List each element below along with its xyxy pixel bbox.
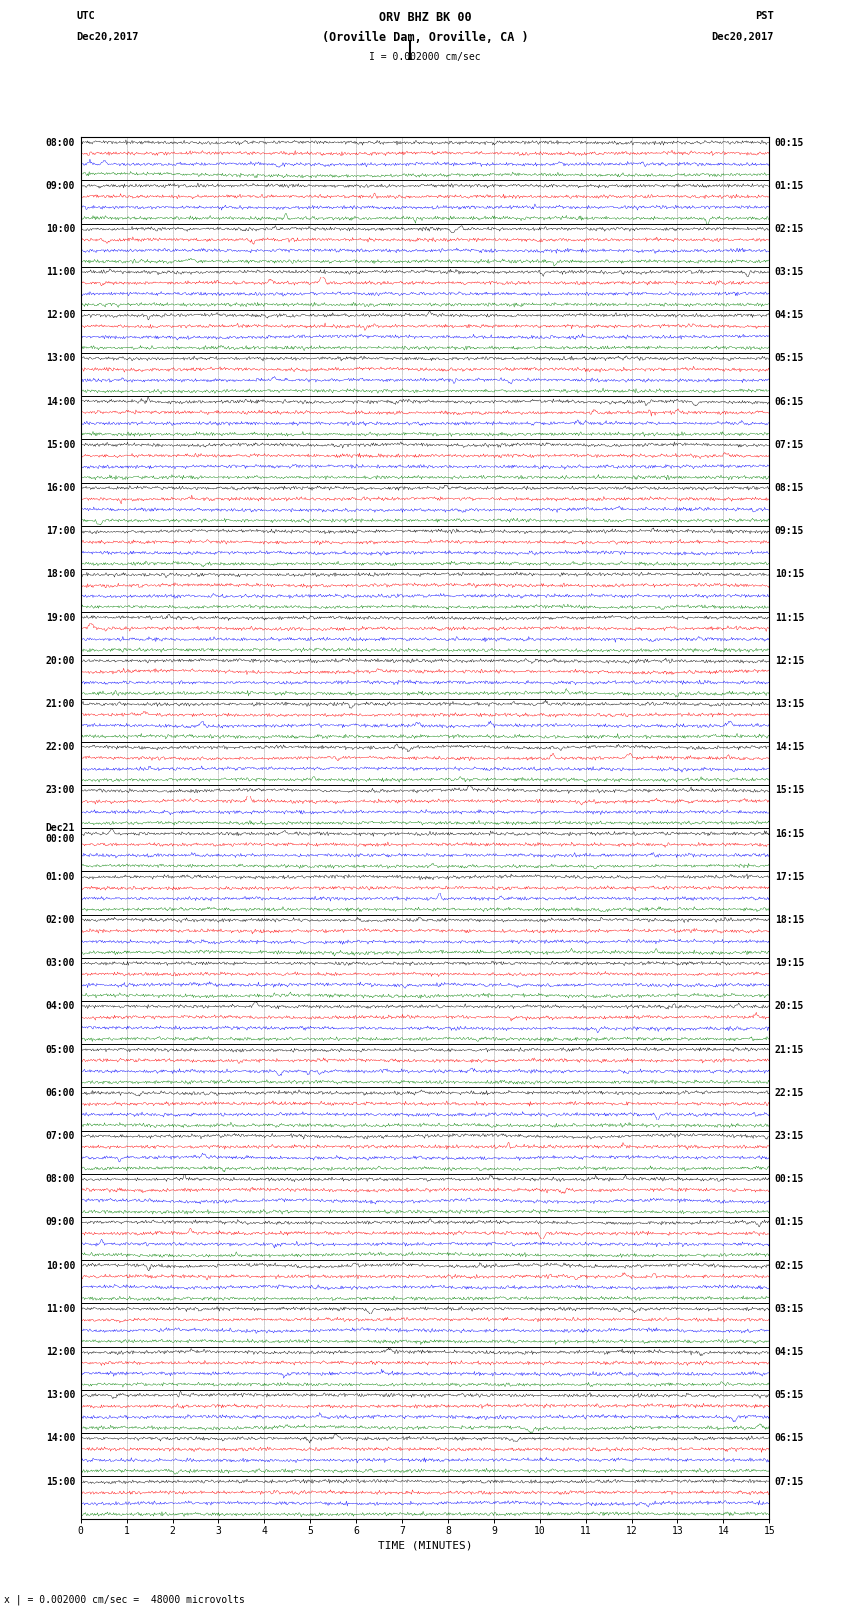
Text: 04:15: 04:15 bbox=[775, 310, 804, 321]
Y-axis label: 15:00: 15:00 bbox=[46, 440, 75, 450]
Text: 13:15: 13:15 bbox=[775, 698, 804, 710]
Text: Dec20,2017: Dec20,2017 bbox=[76, 32, 139, 42]
Text: 01:15: 01:15 bbox=[775, 1218, 804, 1227]
Text: (Oroville Dam, Oroville, CA ): (Oroville Dam, Oroville, CA ) bbox=[321, 31, 529, 44]
Text: I = 0.002000 cm/sec: I = 0.002000 cm/sec bbox=[369, 52, 481, 61]
Y-axis label: 15:00: 15:00 bbox=[46, 1476, 75, 1487]
Y-axis label: 19:00: 19:00 bbox=[46, 613, 75, 623]
Text: 16:15: 16:15 bbox=[775, 829, 804, 839]
Y-axis label: 04:00: 04:00 bbox=[46, 1002, 75, 1011]
Y-axis label: 18:00: 18:00 bbox=[46, 569, 75, 579]
Text: 04:15: 04:15 bbox=[775, 1347, 804, 1357]
Text: 03:15: 03:15 bbox=[775, 1303, 804, 1315]
Text: 11:15: 11:15 bbox=[775, 613, 804, 623]
Y-axis label: 08:00: 08:00 bbox=[46, 137, 75, 147]
Y-axis label: 09:00: 09:00 bbox=[46, 181, 75, 190]
Text: 05:15: 05:15 bbox=[775, 353, 804, 363]
Y-axis label: 08:00: 08:00 bbox=[46, 1174, 75, 1184]
Y-axis label: 09:00: 09:00 bbox=[46, 1218, 75, 1227]
Y-axis label: 10:00: 10:00 bbox=[46, 224, 75, 234]
Y-axis label: 17:00: 17:00 bbox=[46, 526, 75, 536]
Y-axis label: 22:00: 22:00 bbox=[46, 742, 75, 752]
Text: 06:15: 06:15 bbox=[775, 1434, 804, 1444]
Text: UTC: UTC bbox=[76, 11, 95, 21]
Text: x | = 0.002000 cm/sec =  48000 microvolts: x | = 0.002000 cm/sec = 48000 microvolts bbox=[4, 1594, 245, 1605]
Text: 05:15: 05:15 bbox=[775, 1390, 804, 1400]
Text: 18:15: 18:15 bbox=[775, 915, 804, 926]
Y-axis label: 13:00: 13:00 bbox=[46, 353, 75, 363]
Text: 20:15: 20:15 bbox=[775, 1002, 804, 1011]
Text: 22:15: 22:15 bbox=[775, 1087, 804, 1098]
Text: 03:15: 03:15 bbox=[775, 268, 804, 277]
Y-axis label: 06:00: 06:00 bbox=[46, 1087, 75, 1098]
Y-axis label: 20:00: 20:00 bbox=[46, 656, 75, 666]
Y-axis label: 05:00: 05:00 bbox=[46, 1045, 75, 1055]
Y-axis label: 10:00: 10:00 bbox=[46, 1261, 75, 1271]
Y-axis label: 23:00: 23:00 bbox=[46, 786, 75, 795]
Text: 02:15: 02:15 bbox=[775, 224, 804, 234]
Y-axis label: 02:00: 02:00 bbox=[46, 915, 75, 926]
Y-axis label: 13:00: 13:00 bbox=[46, 1390, 75, 1400]
Y-axis label: 03:00: 03:00 bbox=[46, 958, 75, 968]
Y-axis label: 14:00: 14:00 bbox=[46, 1434, 75, 1444]
Y-axis label: 01:00: 01:00 bbox=[46, 873, 75, 882]
Y-axis label: 14:00: 14:00 bbox=[46, 397, 75, 406]
Text: 07:15: 07:15 bbox=[775, 1476, 804, 1487]
Y-axis label: 16:00: 16:00 bbox=[46, 482, 75, 494]
X-axis label: TIME (MINUTES): TIME (MINUTES) bbox=[377, 1540, 473, 1550]
Text: 14:15: 14:15 bbox=[775, 742, 804, 752]
Text: 17:15: 17:15 bbox=[775, 873, 804, 882]
Text: 15:15: 15:15 bbox=[775, 786, 804, 795]
Y-axis label: 11:00: 11:00 bbox=[46, 268, 75, 277]
Text: 19:15: 19:15 bbox=[775, 958, 804, 968]
Text: PST: PST bbox=[755, 11, 774, 21]
Text: 02:15: 02:15 bbox=[775, 1261, 804, 1271]
Text: 06:15: 06:15 bbox=[775, 397, 804, 406]
Text: 23:15: 23:15 bbox=[775, 1131, 804, 1140]
Text: 08:15: 08:15 bbox=[775, 482, 804, 494]
Y-axis label: 11:00: 11:00 bbox=[46, 1303, 75, 1315]
Text: 21:15: 21:15 bbox=[775, 1045, 804, 1055]
Y-axis label: 07:00: 07:00 bbox=[46, 1131, 75, 1140]
Text: 09:15: 09:15 bbox=[775, 526, 804, 536]
Text: 10:15: 10:15 bbox=[775, 569, 804, 579]
Text: 00:15: 00:15 bbox=[775, 137, 804, 147]
Y-axis label: 12:00: 12:00 bbox=[46, 1347, 75, 1357]
Text: 01:15: 01:15 bbox=[775, 181, 804, 190]
Text: 07:15: 07:15 bbox=[775, 440, 804, 450]
Y-axis label: 21:00: 21:00 bbox=[46, 698, 75, 710]
Text: 00:15: 00:15 bbox=[775, 1174, 804, 1184]
Text: 12:15: 12:15 bbox=[775, 656, 804, 666]
Y-axis label: Dec21
00:00: Dec21 00:00 bbox=[46, 823, 75, 845]
Text: Dec20,2017: Dec20,2017 bbox=[711, 32, 774, 42]
Text: ORV BHZ BK 00: ORV BHZ BK 00 bbox=[379, 11, 471, 24]
Y-axis label: 12:00: 12:00 bbox=[46, 310, 75, 321]
